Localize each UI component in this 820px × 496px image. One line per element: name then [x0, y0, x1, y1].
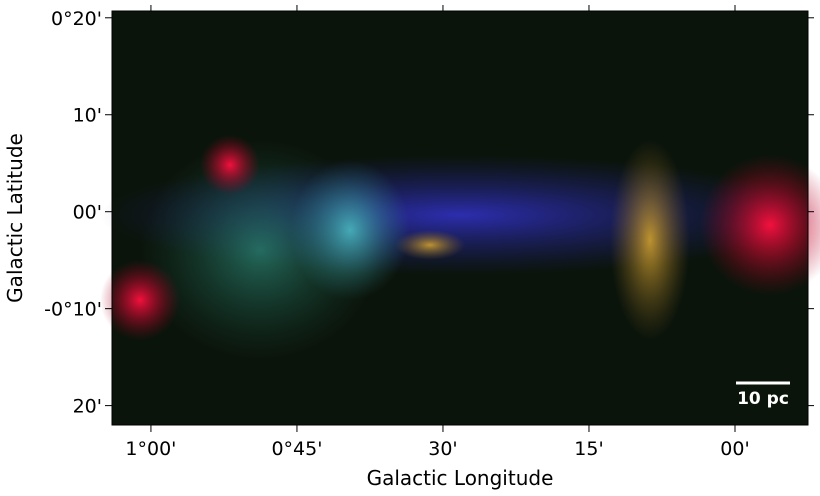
y-tick-label: 00'	[73, 202, 102, 224]
x-tick-label: 15'	[574, 438, 603, 460]
y-axis-label: Galactic Latitude	[3, 133, 27, 303]
y-tick-label: -0°10'	[44, 299, 102, 321]
y-tick-label: 20'	[73, 396, 102, 418]
x-tick-label: 0°45'	[271, 438, 322, 460]
x-axis-label: Galactic Longitude	[367, 466, 554, 490]
y-tick-label: 0°20'	[51, 8, 102, 30]
plot-frame	[111, 10, 809, 426]
sky-image	[100, 11, 820, 425]
scale-bar-label: 10 pc	[737, 389, 789, 409]
y-tick-label: 10'	[73, 105, 102, 127]
x-tick-label: 30'	[428, 438, 457, 460]
x-tick-label: 00'	[720, 438, 749, 460]
x-tick-label: 1°00'	[125, 438, 176, 460]
